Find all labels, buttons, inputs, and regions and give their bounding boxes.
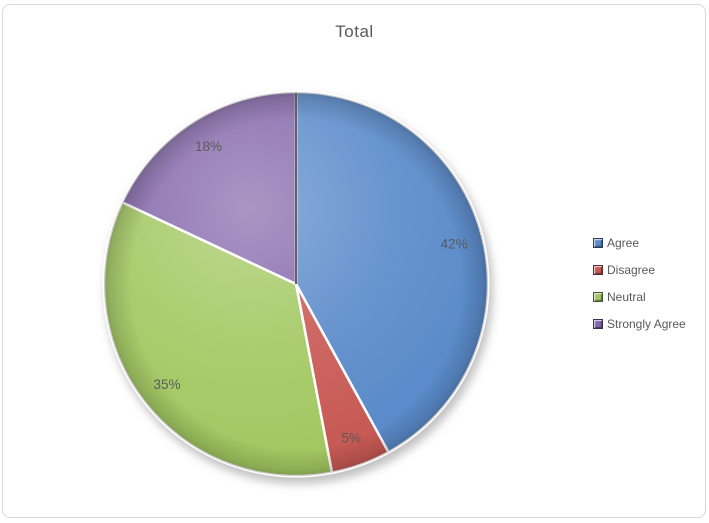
pie-slice-label-neutral: 35% bbox=[154, 377, 181, 392]
legend-label-strongly-agree: Strongly Agree bbox=[607, 317, 686, 331]
legend-item-disagree[interactable]: Disagree bbox=[593, 263, 705, 277]
legend-label-agree: Agree bbox=[607, 236, 640, 250]
legend-item-strongly-agree[interactable]: Strongly Agree bbox=[593, 317, 705, 331]
legend-marker-agree bbox=[593, 238, 603, 248]
legend: Agree Disagree Neutral Strongly Agree bbox=[593, 236, 705, 344]
pie-slice-label-disagree: 5% bbox=[342, 431, 362, 446]
pie-slice-label-strongly-agree: 18% bbox=[195, 139, 222, 154]
chart-title: Total bbox=[335, 22, 374, 41]
legend-item-agree[interactable]: Agree bbox=[593, 236, 705, 250]
legend-marker-neutral bbox=[593, 292, 603, 302]
pie-slice-label-agree: 42% bbox=[441, 236, 468, 251]
legend-label-neutral: Neutral bbox=[607, 290, 646, 304]
legend-marker-strongly-agree bbox=[593, 319, 603, 329]
legend-label-disagree: Disagree bbox=[607, 263, 656, 277]
legend-marker-disagree bbox=[593, 265, 603, 275]
legend-item-neutral[interactable]: Neutral bbox=[593, 290, 705, 304]
